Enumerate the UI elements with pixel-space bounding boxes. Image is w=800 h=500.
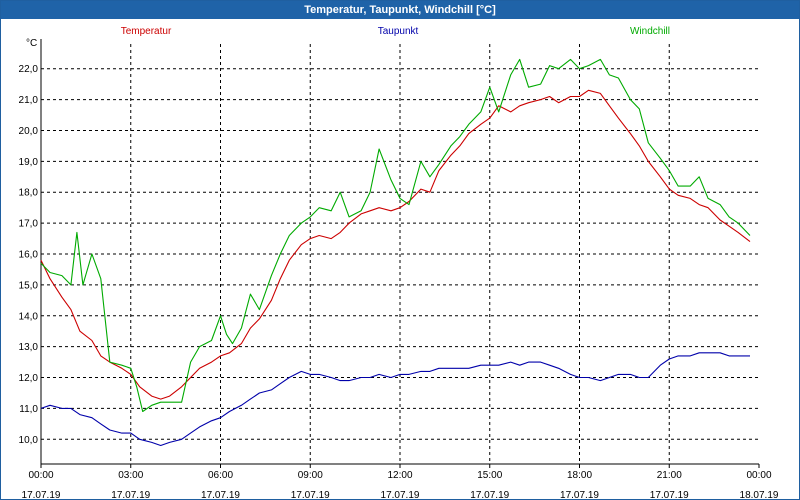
y-tick-label: 16,0 bbox=[19, 250, 39, 261]
x-tick-date-label: 17.07.19 bbox=[111, 490, 150, 499]
x-tick-time-label: 15:00 bbox=[477, 470, 502, 481]
x-tick-date-label: 17.07.19 bbox=[22, 490, 61, 499]
y-tick-label: 12,0 bbox=[19, 373, 39, 384]
chart-title: Temperatur, Taupunkt, Windchill [°C] bbox=[1, 1, 799, 19]
x-tick-date-label: 17.07.19 bbox=[291, 490, 330, 499]
y-tick-label: 18,0 bbox=[19, 188, 39, 199]
x-tick-time-label: 06:00 bbox=[208, 470, 233, 481]
y-axis-unit-label: °C bbox=[26, 38, 37, 49]
legend-label-windchill: Windchill bbox=[630, 26, 670, 37]
legend-label-taupunkt: Taupunkt bbox=[378, 26, 419, 37]
y-tick-label: 14,0 bbox=[19, 311, 39, 322]
x-tick-time-label: 18:00 bbox=[567, 470, 592, 481]
y-tick-label: 19,0 bbox=[19, 157, 39, 168]
x-tick-date-label: 17.07.19 bbox=[201, 490, 240, 499]
series-line-taupunkt bbox=[40, 352, 750, 447]
x-tick-time-label: 03:00 bbox=[118, 470, 143, 481]
series-line-temperatur bbox=[40, 89, 751, 400]
y-tick-label: 22,0 bbox=[19, 64, 39, 75]
x-tick-date-label: 17.07.19 bbox=[650, 490, 689, 499]
y-tick-label: 20,0 bbox=[19, 126, 39, 137]
chart-plot: 10,0 11,0 12,0 13,0 14,0 15,0 16,0 17,0 18,0 19,0… bbox=[19, 26, 779, 499]
x-tick-time-label: 00:00 bbox=[28, 470, 53, 481]
x-tick-date-label: 17.07.19 bbox=[560, 490, 599, 499]
x-tick-date-label: 17.07.19 bbox=[381, 490, 420, 499]
y-tick-label: 15,0 bbox=[19, 280, 39, 291]
y-tick-label: 17,0 bbox=[19, 219, 39, 230]
y-tick-label: 10,0 bbox=[19, 435, 39, 446]
y-tick-label: 11,0 bbox=[19, 404, 38, 415]
y-tick-label: 13,0 bbox=[19, 342, 39, 353]
x-tick-time-label: 12:00 bbox=[387, 470, 412, 481]
y-tick-label: 21,0 bbox=[19, 95, 39, 106]
x-tick-time-label: 00:00 bbox=[746, 470, 771, 481]
legend-label-temperatur: Temperatur bbox=[121, 26, 172, 37]
x-tick-date-label: 18.07.19 bbox=[740, 490, 779, 499]
x-tick-date-label: 17.07.19 bbox=[470, 490, 509, 499]
x-tick-time-label: 09:00 bbox=[298, 470, 323, 481]
x-tick-time-label: 21:00 bbox=[657, 470, 682, 481]
series-line-windchill bbox=[40, 58, 751, 413]
